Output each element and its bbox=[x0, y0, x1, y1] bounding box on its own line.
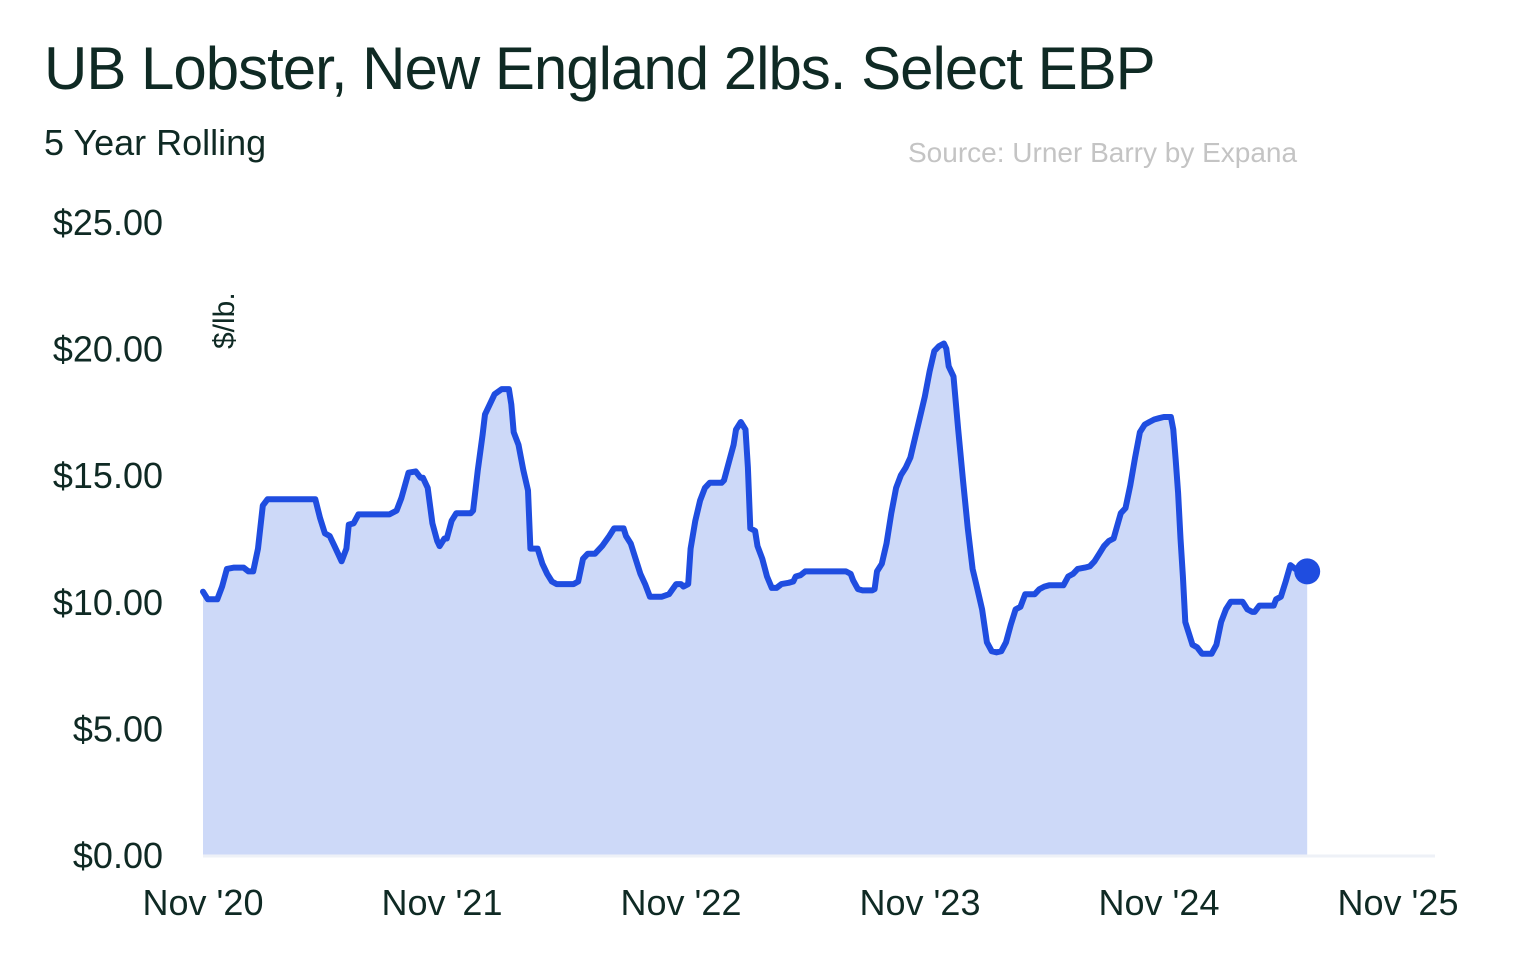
y-tick-label: $10.00 bbox=[53, 582, 163, 623]
x-axis-ticks: Nov '20 Nov '21 Nov '22 Nov '23 Nov '24 Nov '… bbox=[143, 882, 1459, 923]
y-tick-label: $20.00 bbox=[53, 329, 163, 370]
y-tick-label: $15.00 bbox=[53, 455, 163, 496]
x-tick-label: Nov '24 bbox=[1099, 882, 1220, 923]
series-area-fill bbox=[203, 343, 1308, 855]
series-line bbox=[200, 340, 1311, 657]
y-tick-label: $0.00 bbox=[73, 835, 163, 876]
x-tick-label: Nov '22 bbox=[621, 882, 742, 923]
x-tick-label: Nov '25 bbox=[1338, 882, 1459, 923]
x-tick-label: Nov '23 bbox=[860, 882, 981, 923]
y-axis-label: $/lb. bbox=[208, 292, 241, 349]
x-tick-label: Nov '20 bbox=[143, 882, 264, 923]
chart-title: UB Lobster, New England 2lbs. Select EBP bbox=[44, 35, 1156, 102]
chart-source: Source: Urner Barry by Expana bbox=[908, 137, 1298, 168]
chart-subtitle: 5 Year Rolling bbox=[44, 122, 267, 163]
series-end-marker bbox=[1294, 558, 1321, 585]
y-tick-label: $5.00 bbox=[73, 708, 163, 749]
y-axis-ticks: $0.00 $5.00 $10.00 $15.00 $20.00 $25.00 bbox=[53, 202, 163, 876]
y-tick-label: $25.00 bbox=[53, 202, 163, 243]
x-tick-label: Nov '21 bbox=[382, 882, 503, 923]
